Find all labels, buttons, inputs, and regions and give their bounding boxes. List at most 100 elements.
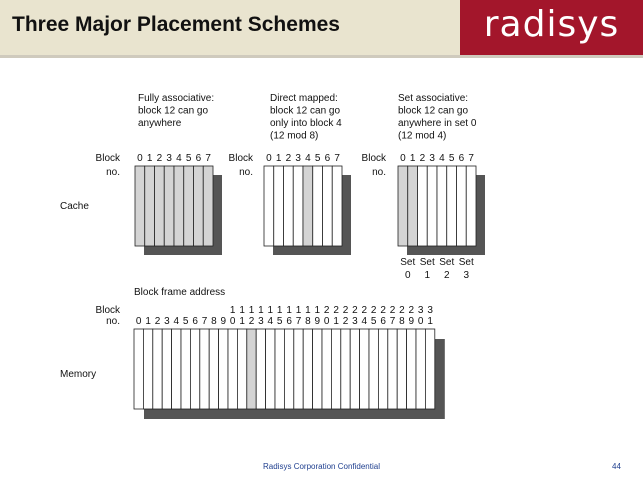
fully-associative-caption-line: anywhere: [138, 118, 182, 129]
page-number: 44: [612, 462, 621, 471]
set-associative-block-number: 0: [400, 153, 406, 164]
fully-associative-block-number: 5: [186, 153, 192, 164]
fully-associative-block-number: 6: [196, 153, 202, 164]
direct-mapped-block-label: Block: [229, 153, 254, 164]
memory-block-number-ones: 5: [277, 316, 283, 327]
memory-block-number-ones: 2: [155, 316, 161, 327]
direct-mapped-block-number: 1: [276, 153, 282, 164]
set-label: Set: [459, 257, 474, 268]
direct-mapped-block-number: 5: [315, 153, 321, 164]
memory-block-number-ones: 7: [202, 316, 208, 327]
fully-associative-block-number: 1: [147, 153, 153, 164]
memory-block-number-ones: 9: [409, 316, 415, 327]
memory-block-number-tens: 1: [305, 305, 311, 316]
memory-block-number-ones: 2: [249, 316, 255, 327]
memory-block-number-ones: 1: [145, 316, 151, 327]
memory-block-number-ones: 0: [230, 316, 236, 327]
footer-confidential: Radisys Corporation Confidential: [263, 462, 380, 471]
memory-block-number-tens: 2: [380, 305, 386, 316]
memory-block: [208, 328, 219, 410]
memory-block-number-ones: 0: [324, 316, 330, 327]
memory-block-number-tens: 2: [371, 305, 377, 316]
set-associative-block-number: 2: [420, 153, 426, 164]
fully-associative-cache-block: [144, 165, 155, 247]
fully-associative-cache-block: [202, 165, 214, 247]
fully-associative-block-number: 4: [176, 153, 182, 164]
set-label: Set: [439, 257, 454, 268]
direct-mapped-cache-block: [263, 165, 275, 247]
memory-block: [199, 328, 210, 410]
block-frame-address-label: Block frame address: [134, 287, 225, 298]
memory-block: [255, 328, 267, 410]
direct-mapped-cache-block: [283, 165, 294, 247]
memory-block: [302, 328, 314, 410]
set-associative-block-number: 6: [459, 153, 465, 164]
memory-block-number-ones: 4: [174, 316, 180, 327]
direct-mapped-caption-line: (12 mod 8): [270, 131, 318, 142]
memory-block-number-ones: 6: [380, 316, 386, 327]
memory-block: [236, 328, 248, 410]
set-associative-cache-block: [446, 165, 457, 247]
memory-block-number-tens: 2: [324, 305, 330, 316]
memory-block-number-ones: 3: [164, 316, 170, 327]
fully-associative-block-number: 2: [157, 153, 163, 164]
memory-block-number-ones: 0: [136, 316, 142, 327]
set-associative-cache-block: [465, 165, 477, 247]
memory-block-number-tens: 1: [277, 305, 283, 316]
fully-associative-cache-block: [163, 165, 175, 247]
memory-block-number-tens: 3: [418, 305, 424, 316]
memory-block-number-ones: 5: [183, 316, 189, 327]
memory-block: [283, 328, 295, 410]
fully-associative-block-number: 3: [166, 153, 172, 164]
fully-associative-block-number: 7: [205, 153, 211, 164]
memory-block: [415, 328, 426, 410]
memory-block-number-tens: 2: [352, 305, 358, 316]
memory-label: Memory: [60, 369, 96, 380]
memory-block-number-tens: 2: [343, 305, 349, 316]
memory-block: [152, 328, 163, 410]
memory-block: [218, 328, 229, 410]
direct-mapped-no-label: no.: [239, 167, 253, 178]
set-associative-block-number: 7: [468, 153, 474, 164]
memory-no-label: no.: [106, 316, 120, 327]
memory-block-number-ones: 3: [258, 316, 264, 327]
header-divider: [0, 55, 643, 58]
direct-mapped-cache-block: [331, 165, 343, 247]
direct-mapped-cache-block: [302, 165, 314, 247]
memory-block: [387, 328, 398, 410]
direct-mapped-block-number: 4: [305, 153, 311, 164]
memory-block: [340, 328, 351, 410]
memory-block-number-ones: 1: [239, 316, 245, 327]
memory-block: [424, 328, 436, 410]
placement-schemes-diagram: Cache Memory Fully associative: block 12 ca…: [60, 93, 485, 419]
set-number: 3: [463, 270, 469, 281]
direct-mapped-block-number: 6: [325, 153, 331, 164]
fully-associative-block-label: Block: [96, 153, 121, 164]
direct-mapped-caption-line: only into block 4: [270, 118, 342, 129]
memory-block: [133, 328, 144, 410]
memory-block: [312, 328, 323, 410]
direct-mapped-cache-block: [292, 165, 304, 247]
memory-block-number-tens: 3: [427, 305, 433, 316]
set-associative-caption-line: block 12 can go: [398, 106, 468, 117]
set-associative-block-number: 4: [439, 153, 445, 164]
memory-block: [396, 328, 408, 410]
memory-block: [406, 328, 417, 410]
memory-block: [321, 328, 332, 410]
set-associative-block-number: 3: [429, 153, 435, 164]
logo-box: radisys: [460, 0, 643, 55]
memory-block-label: Block: [96, 305, 121, 316]
direct-mapped-cache-block: [273, 165, 284, 247]
memory-block: [180, 328, 191, 410]
direct-mapped-block-number: 0: [266, 153, 272, 164]
fully-associative-cache-block: [183, 165, 194, 247]
direct-mapped-cache-block: [322, 165, 333, 247]
memory-block-number-tens: 2: [333, 305, 339, 316]
memory-block-number-ones: 3: [352, 316, 358, 327]
memory-block: [161, 328, 172, 410]
set-associative-cache-block: [426, 165, 438, 247]
set-associative-no-label: no.: [372, 167, 386, 178]
memory-block: [142, 328, 154, 410]
slide-title: Three Major Placement Schemes: [12, 13, 340, 36]
memory-block: [359, 328, 370, 410]
